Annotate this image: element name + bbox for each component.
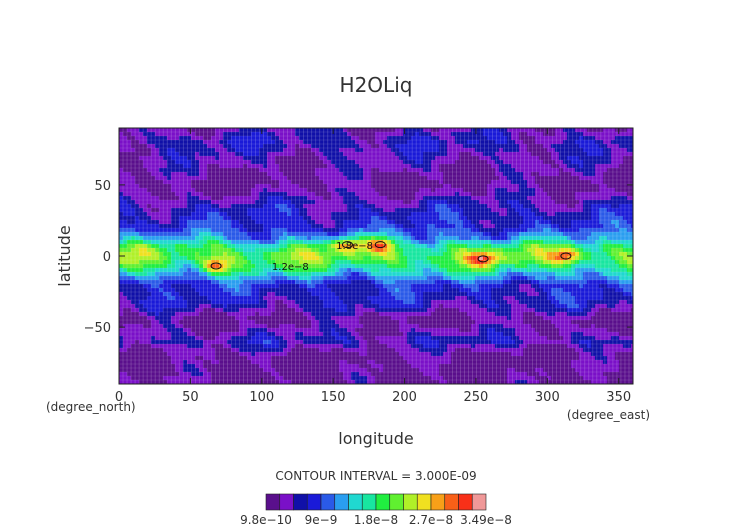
x-tick-label: 300 [535, 390, 560, 405]
colorbar-swatch [320, 493, 336, 511]
colorbar [265, 493, 487, 511]
x-tick-label: 0 [115, 390, 123, 405]
x-unit-left: (degree_north) [46, 400, 136, 414]
y-axis-label: latitude [55, 225, 74, 286]
colorbar-swatch [471, 493, 487, 511]
x-tick-label: 150 [321, 390, 346, 405]
y-tick-label: −50 [84, 321, 111, 336]
colorbar-swatch [389, 493, 404, 511]
colorbar-tick-label: 3.49e−8 [460, 513, 512, 527]
maximum-marker [477, 255, 489, 263]
contour-interval-text: CONTOUR INTERVAL = 3.000E-09 [275, 469, 476, 483]
maximum-marker [210, 262, 222, 270]
x-axis-ticks: 0 50 100 150 200 250 300 350 [115, 128, 631, 405]
maximum-marker [341, 241, 353, 249]
colorbar-tick-label: 9.8e−10 [240, 513, 292, 527]
x-axis-label: longitude [338, 429, 413, 448]
maxima-markers: 1.8e−8 1.2e−8 [210, 241, 572, 273]
maximum-marker [374, 241, 386, 249]
colorbar-swatch [334, 493, 349, 511]
plot-grid [119, 128, 633, 384]
colorbar-tick-label: 1.8e−8 [354, 513, 398, 527]
x-tick-label: 200 [392, 390, 417, 405]
colorbar-swatch [306, 493, 322, 511]
x-tick-label: 250 [464, 390, 489, 405]
y-tick-label: 50 [94, 179, 111, 194]
x-tick-label: 350 [606, 390, 631, 405]
colorbar-tick-label: 2.7e−8 [409, 513, 453, 527]
x-unit-right: (degree_east) [567, 408, 650, 422]
y-tick-label: 0 [103, 250, 111, 265]
colorbar-tick-labels: 9.8e−10 9e−9 1.8e−8 2.7e−8 3.49e−8 [240, 513, 512, 527]
colorbar-tick-label: 9e−9 [305, 513, 338, 527]
colorbar-swatch [293, 493, 308, 511]
colorbar-swatch [279, 493, 294, 511]
colorbar-swatch [430, 493, 446, 511]
contour-label: 1.8e−8 [336, 241, 373, 252]
colorbar-swatch [458, 493, 473, 511]
contour-field [119, 128, 633, 384]
colorbar-swatch [416, 493, 432, 511]
colorbar-swatch [361, 493, 377, 511]
colorbar-swatch [375, 493, 391, 511]
maximum-marker [560, 252, 572, 260]
x-tick-label: 100 [249, 390, 274, 405]
colorbar-swatch [348, 493, 363, 511]
colorbar-swatch [444, 493, 459, 511]
contour-label: 1.2e−8 [272, 262, 309, 273]
colorbar-swatch [265, 493, 281, 511]
chart-title: H2OLiq [340, 73, 413, 97]
colorbar-swatch [403, 493, 418, 511]
x-tick-label: 50 [182, 390, 199, 405]
y-axis-ticks: 50 0 −50 [84, 179, 633, 336]
